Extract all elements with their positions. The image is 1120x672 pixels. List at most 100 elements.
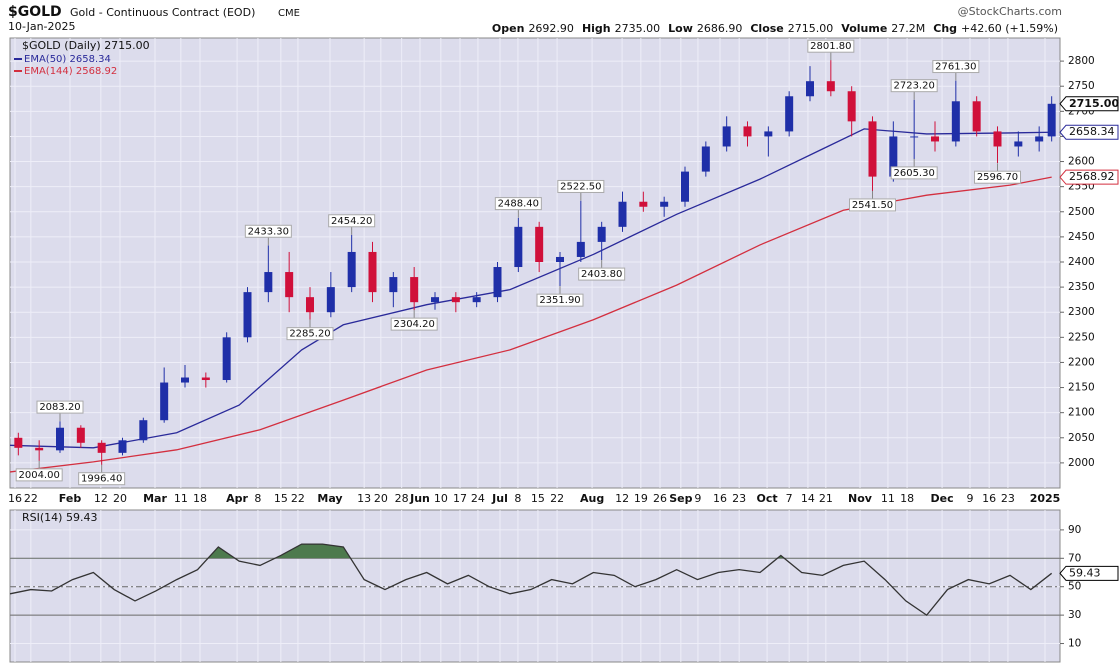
- candle-body: [35, 447, 44, 451]
- stat-name: Chg: [933, 22, 957, 35]
- y-tick-label: 50: [1068, 581, 1081, 593]
- annotation-box: [36, 400, 84, 414]
- x-tick-label: 22: [550, 492, 564, 505]
- legend-entry: EMA(144) 2568.92: [24, 66, 117, 77]
- annotation-label: 2304.20: [393, 319, 434, 330]
- price-panel: [9, 37, 1061, 489]
- x-tick-label: Feb: [59, 492, 82, 505]
- candle-body: [347, 251, 356, 288]
- y-tick-label: 2200: [1068, 356, 1095, 368]
- candle-body: [993, 131, 1002, 147]
- annotation-label: 2522.50: [560, 181, 601, 192]
- x-tick-label: 26: [653, 492, 667, 505]
- x-tick-label: 9: [694, 492, 701, 505]
- rsi-panel: [9, 509, 1061, 663]
- instrument-name: Gold - Continuous Contract (EOD): [70, 6, 255, 19]
- x-tick-label: Mar: [143, 492, 167, 505]
- annotation-box: [557, 179, 605, 193]
- y-tick-label: 2000: [1068, 457, 1095, 469]
- annotation-label: 1996.40: [81, 474, 122, 485]
- x-tick-label: Oct: [757, 492, 778, 505]
- y-tick-label: 2800: [1068, 55, 1095, 67]
- x-tick-label: 21: [819, 492, 833, 505]
- candle-body: [264, 272, 273, 293]
- stat-value: 2715.00: [788, 22, 834, 35]
- candle-body: [618, 201, 627, 227]
- candle-body: [1014, 141, 1023, 147]
- x-tick-label: 17: [453, 492, 467, 505]
- candle-body: [14, 437, 23, 448]
- stat-value: 2735.00: [615, 22, 661, 35]
- x-tick-label: 9: [967, 492, 974, 505]
- annotation-label: 2488.40: [498, 199, 539, 210]
- y-tick-label: 2400: [1068, 256, 1095, 268]
- symbol: $GOLD: [8, 4, 62, 20]
- stat-name: Low: [668, 22, 693, 35]
- candle-body: [222, 337, 231, 381]
- annotation-label: 2723.20: [893, 81, 934, 92]
- legend-rsi: RSI(14) 59.43: [22, 511, 97, 524]
- annotation-box: [286, 327, 334, 341]
- x-tick-label: 8: [514, 492, 521, 505]
- candle-body: [389, 277, 398, 293]
- overbought-fill: [10, 544, 1052, 559]
- candle-body: [493, 267, 502, 298]
- y-tick-label: 90: [1068, 524, 1081, 536]
- annotation-label: 2801.80: [810, 41, 851, 52]
- stat-value: 2692.90: [528, 22, 574, 35]
- y-tick-label: 10: [1068, 638, 1081, 650]
- y-tick-label: 2350: [1068, 281, 1095, 293]
- last-value-tag: [1059, 96, 1119, 112]
- stat-name: Volume: [841, 22, 887, 35]
- stat-value: +42.60 (+1.59%): [961, 22, 1058, 35]
- annotation-label: 2596.70: [977, 172, 1018, 183]
- ohlc-stats: Open 2692.90 High 2735.00 Low 2686.90 Close 271…: [492, 22, 1058, 35]
- last-value-label: 2568.92: [1069, 170, 1115, 183]
- y-tick-label: 2600: [1068, 156, 1095, 168]
- candle-body: [722, 126, 731, 147]
- candle-body: [514, 226, 523, 268]
- series-line: [9, 543, 1053, 616]
- stat-name: Close: [750, 22, 783, 35]
- candle-body: [910, 136, 919, 138]
- x-tick-label: 16: [982, 492, 996, 505]
- legend-entry: EMA(50) 2658.34: [24, 54, 111, 65]
- x-tick-label: 16: [8, 492, 22, 505]
- candle-body: [472, 297, 481, 303]
- candle-body: [681, 171, 689, 202]
- source: @StockCharts.com: [958, 5, 1062, 18]
- candle-body: [826, 81, 835, 92]
- candle-body: [764, 131, 773, 137]
- last-value-label: 2715.00: [1069, 97, 1119, 110]
- candle-body: [76, 427, 85, 443]
- stat-name: Open: [492, 22, 525, 35]
- x-tick-label: 16: [713, 492, 727, 505]
- candle-body: [97, 442, 106, 453]
- x-tick-label: Dec: [931, 492, 954, 505]
- annotation-box: [890, 166, 938, 180]
- y-tick-label: 2300: [1068, 306, 1095, 318]
- annotation-box: [494, 197, 542, 211]
- annotation-label: 2454.20: [331, 216, 372, 227]
- series-line: [9, 176, 1052, 473]
- annotation-label: 2761.30: [935, 62, 976, 73]
- annotation-label: 2605.30: [893, 168, 934, 179]
- x-tick-label: 22: [291, 492, 305, 505]
- x-tick-label: May: [317, 492, 342, 505]
- candle-body: [847, 91, 856, 122]
- annotation-box: [932, 60, 980, 74]
- annotation-box: [244, 224, 292, 238]
- candle-body: [326, 287, 335, 313]
- annotation-label: 2351.90: [539, 295, 580, 306]
- candle-body: [451, 297, 460, 303]
- annotation-label: 2541.50: [852, 200, 893, 211]
- x-tick-label: 28: [395, 492, 409, 505]
- x-tick-label: 2025: [1030, 492, 1061, 505]
- candle-body: [410, 277, 419, 303]
- x-tick-label: 24: [471, 492, 485, 505]
- annotation-label: 2285.20: [289, 329, 330, 340]
- y-tick-label: 30: [1068, 609, 1081, 621]
- last-value-label: 2658.34: [1069, 125, 1115, 138]
- x-tick-label: 12: [94, 492, 108, 505]
